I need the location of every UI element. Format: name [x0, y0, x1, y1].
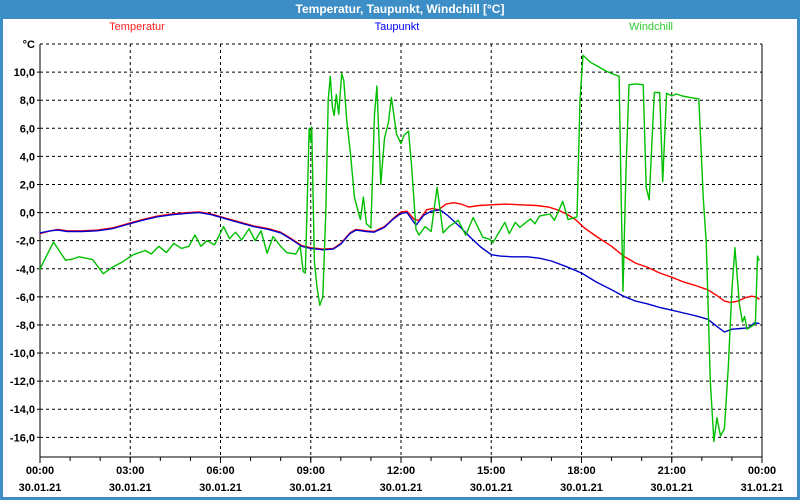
- svg-text:18:00: 18:00: [567, 465, 595, 477]
- svg-text:30.01.21: 30.01.21: [380, 482, 423, 494]
- svg-text:-16,0: -16,0: [10, 432, 35, 444]
- svg-text:06:00: 06:00: [206, 465, 234, 477]
- svg-text:30.01.21: 30.01.21: [289, 482, 332, 494]
- svg-text:21:00: 21:00: [658, 465, 686, 477]
- svg-text:0,0: 0,0: [20, 208, 35, 220]
- svg-text:-6,0: -6,0: [16, 292, 35, 304]
- svg-text:30.01.21: 30.01.21: [109, 482, 152, 494]
- svg-text:-14,0: -14,0: [10, 404, 35, 416]
- svg-text:30.01.21: 30.01.21: [470, 482, 513, 494]
- svg-text:4,0: 4,0: [20, 151, 35, 163]
- svg-text:-12,0: -12,0: [10, 376, 35, 388]
- svg-text:8,0: 8,0: [20, 95, 35, 107]
- svg-text:15:00: 15:00: [477, 465, 505, 477]
- svg-text:31.01.21: 31.01.21: [741, 482, 784, 494]
- legend-item-windchill: Windchill: [628, 21, 674, 33]
- svg-text:03:00: 03:00: [116, 465, 144, 477]
- svg-text:-8,0: -8,0: [16, 320, 35, 332]
- legend-item-temperatur: Temperatur: [109, 21, 165, 33]
- svg-text:09:00: 09:00: [297, 465, 325, 477]
- svg-text:30.01.21: 30.01.21: [560, 482, 603, 494]
- legend: Temperatur Taupunkt Windchill: [0, 21, 800, 37]
- svg-text:30.01.21: 30.01.21: [199, 482, 242, 494]
- svg-text:12:00: 12:00: [387, 465, 415, 477]
- svg-text:2,0: 2,0: [20, 179, 35, 191]
- legend-item-taupunkt: Taupunkt: [374, 21, 420, 33]
- svg-text:10,0: 10,0: [14, 67, 35, 79]
- svg-text:00:00: 00:00: [26, 465, 54, 477]
- window-title: Temperatur, Taupunkt, Windchill [°C]: [295, 2, 505, 16]
- svg-text:6,0: 6,0: [20, 123, 35, 135]
- svg-text:00:00: 00:00: [748, 465, 776, 477]
- svg-text:°C: °C: [23, 39, 35, 51]
- svg-text:-10,0: -10,0: [10, 348, 35, 360]
- svg-text:30.01.21: 30.01.21: [650, 482, 693, 494]
- svg-text:-2,0: -2,0: [16, 236, 35, 248]
- svg-text:30.01.21: 30.01.21: [19, 482, 62, 494]
- svg-text:-4,0: -4,0: [16, 264, 35, 276]
- title-bar: Temperatur, Taupunkt, Windchill [°C]: [0, 0, 800, 19]
